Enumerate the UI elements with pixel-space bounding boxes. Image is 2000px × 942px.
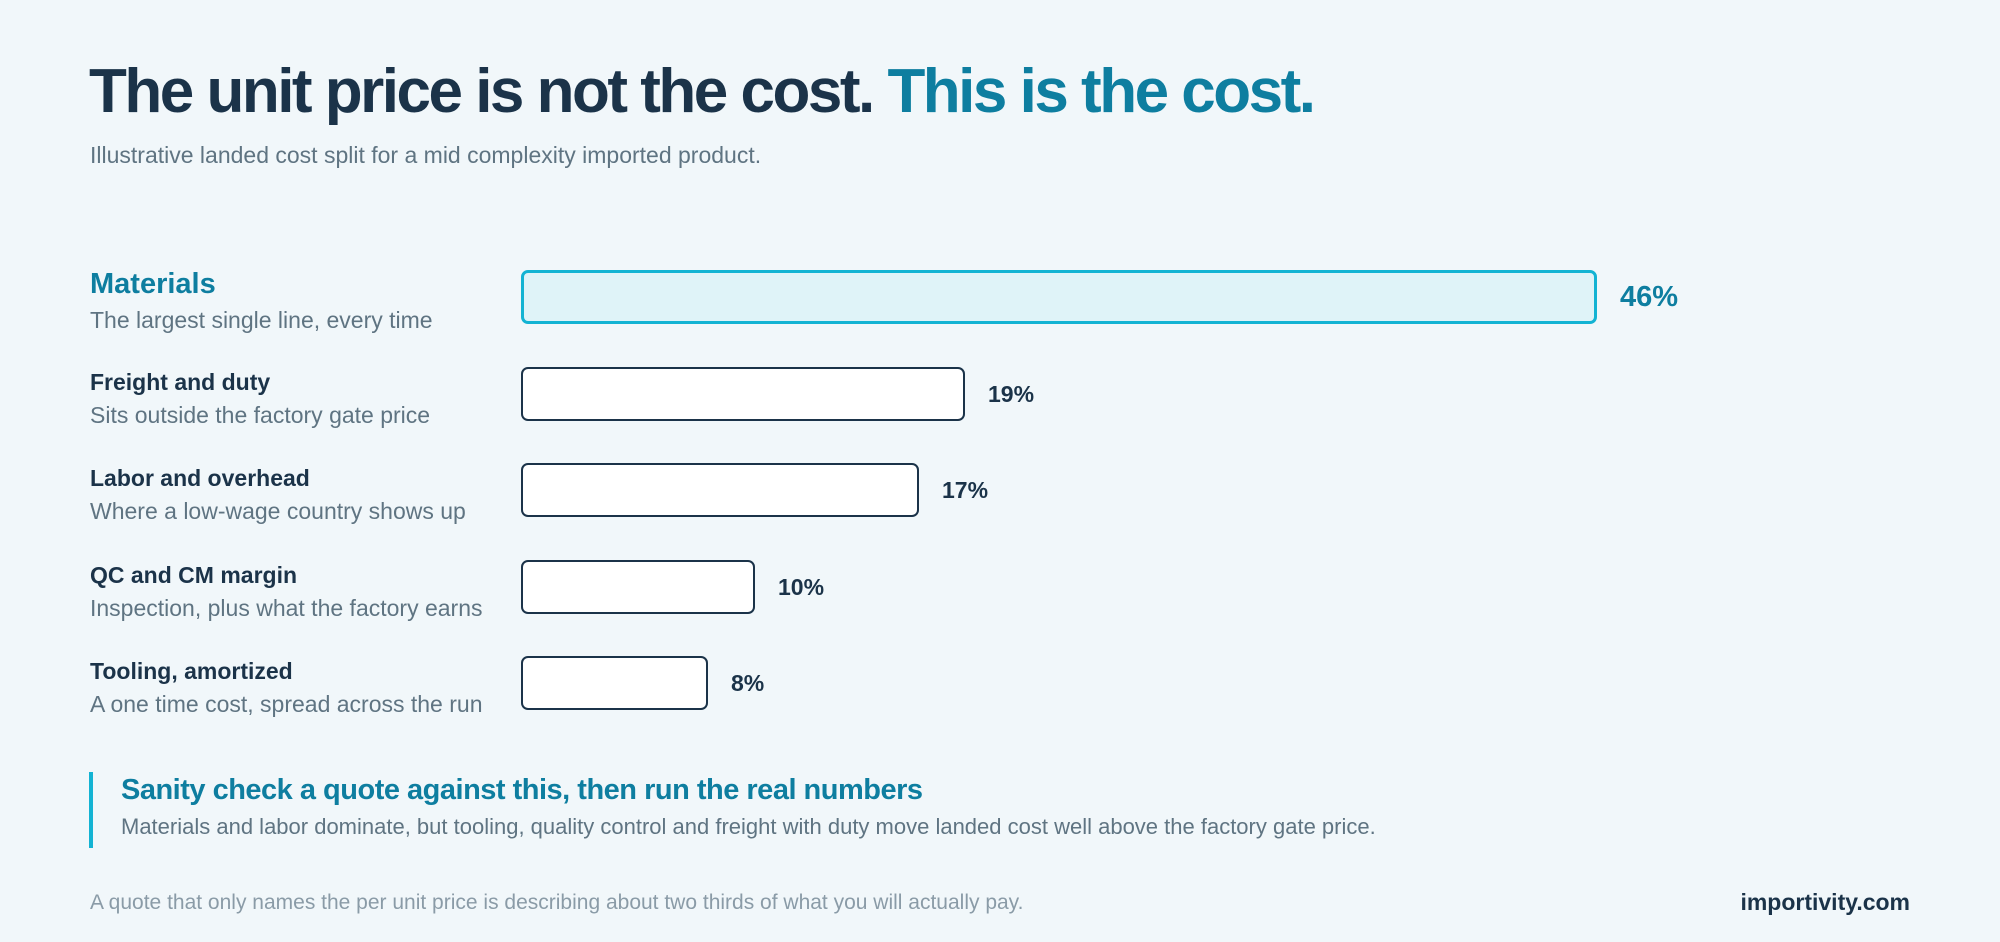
title-accent: This is the cost. [887, 57, 1316, 126]
chart-row: Tooling, amortized A one time cost, sprea… [0, 656, 2000, 740]
title-main: The unit price is not the cost. [89, 57, 875, 126]
brand-link[interactable]: importivity.com [1740, 889, 1910, 915]
chart-row: Labor and overhead Where a low-wage count… [0, 463, 2000, 547]
bar [521, 656, 708, 710]
category-description: Sits outside the factory gate price [90, 402, 431, 428]
category-label: QC and CM margin [90, 562, 298, 588]
value-label: 46% [1620, 281, 1679, 313]
value-label: 10% [778, 574, 825, 600]
page-subtitle: Illustrative landed cost split for a mid… [90, 142, 762, 168]
value-label: 17% [942, 477, 989, 503]
category-label: Labor and overhead [90, 465, 310, 491]
callout-box: Sanity check a quote against this, then … [89, 772, 1693, 848]
chart-row: Freight and duty Sits outside the factory… [0, 367, 2000, 451]
bar [521, 463, 919, 517]
category-label: Tooling, amortized [90, 658, 293, 684]
category-description: The largest single line, every time [90, 307, 433, 333]
callout-title: Sanity check a quote against this, then … [121, 774, 923, 806]
page-title: The unit price is not the cost. This is … [89, 54, 1316, 130]
value-label: 8% [731, 670, 765, 696]
footnote: A quote that only names the per unit pri… [90, 891, 1024, 914]
chart-row: QC and CM margin Inspection, plus what th… [0, 560, 2000, 644]
bar [521, 560, 755, 614]
category-description: Where a low-wage country shows up [90, 498, 466, 524]
chart-row: Materials The largest single line, every … [0, 268, 2000, 354]
category-description: A one time cost, spread across the run [90, 691, 483, 717]
category-label: Materials [90, 268, 216, 300]
category-label: Freight and duty [90, 369, 271, 395]
bar [521, 367, 965, 421]
category-description: Inspection, plus what the factory earns [90, 595, 483, 621]
callout-text: Materials and labor dominate, but toolin… [121, 814, 1376, 839]
value-label: 19% [988, 381, 1035, 407]
bar [521, 270, 1597, 324]
